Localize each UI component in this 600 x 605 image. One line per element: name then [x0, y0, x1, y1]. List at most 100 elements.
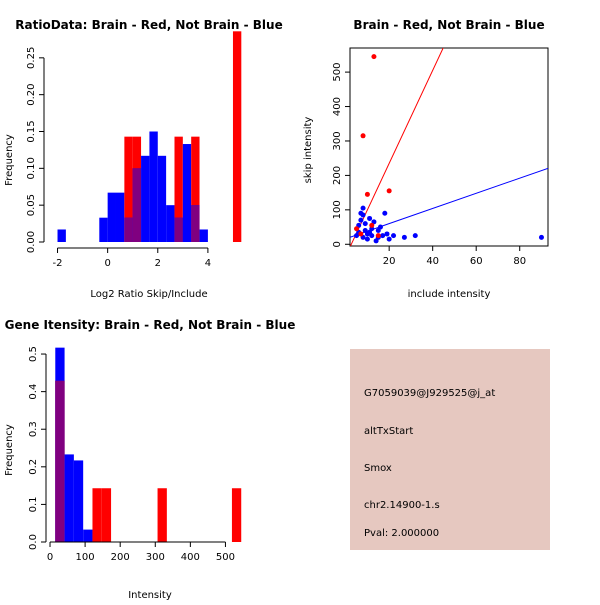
- scatter-clipped-group: [350, 48, 548, 246]
- intensity-x-tick-label: 0: [47, 552, 53, 563]
- gene-name-text: Smox: [364, 463, 392, 474]
- scatter-x-tick-label: 60: [470, 256, 483, 267]
- intensity-bar-brain: [231, 488, 242, 542]
- intensity-histogram-title: Gene Itensity: Brain - Red, Not Brain - …: [5, 318, 296, 332]
- scatter-point-brain: [354, 226, 360, 232]
- scatter-point-brain: [360, 133, 366, 139]
- scatter-point-not-brain: [377, 224, 383, 230]
- scatter-y-tick-label: 0: [332, 241, 343, 247]
- pval-text: Pval: 2.000000: [364, 528, 439, 539]
- scatter-xlabel: include intensity: [408, 289, 491, 300]
- ratio-x-tick-label: 4: [205, 258, 211, 269]
- ratio-bar-brain: [124, 136, 133, 242]
- intensity-y-tick-label: 0.3: [28, 421, 39, 437]
- intensity-histogram-bars: [55, 347, 242, 542]
- scatter-ylabel: skip intensity: [303, 117, 314, 184]
- intensity-bar-brain: [92, 488, 102, 542]
- ratio-bar-overlap: [174, 217, 183, 242]
- ratio-y-tick-label: 0.10: [26, 157, 37, 179]
- intensity-x-tick-label: 100: [76, 552, 95, 563]
- ratio-histogram-ylabel: Frequency: [4, 134, 15, 186]
- scatter-fit-line-brain: [350, 48, 444, 246]
- scatter-axes: 20 40 60 80 0 100 200 300 400 500: [332, 63, 526, 267]
- ratio-bar-not-brain: [107, 192, 116, 242]
- scatter-x-tick-label: 80: [513, 256, 526, 267]
- intensity-y-tick-label: 0.4: [28, 384, 39, 400]
- ratio-y-tick-label: 0.20: [26, 84, 37, 106]
- scatter-panel: Brain - Red, Not Brain - Blue 20 40 60 80 0 1…: [303, 18, 549, 300]
- ratio-bar-not-brain: [157, 155, 167, 242]
- scatter-y-tick-label: 100: [332, 200, 343, 219]
- intensity-histogram-axes: 0 100 200 300 400 500 0.0 0.1 0.2 0.3 0.4 0.5: [28, 346, 235, 563]
- scatter-point-not-brain: [384, 231, 390, 237]
- ratio-x-tick-label: -2: [53, 258, 63, 269]
- ratio-histogram-xlabel: Log2 Ratio Skip/Include: [90, 289, 207, 300]
- ratio-bar-brain: [174, 136, 183, 242]
- ratio-bar-overlap: [191, 205, 200, 242]
- intensity-x-tick-label: 500: [216, 552, 235, 563]
- ratio-x-tick-label: 0: [104, 258, 110, 269]
- ratio-x-tick-label: 2: [155, 258, 161, 269]
- scatter-title: Brain - Red, Not Brain - Blue: [353, 18, 544, 32]
- scatter-point-not-brain: [391, 233, 397, 239]
- ratio-bar-brain: [191, 136, 200, 242]
- scatter-point-brain: [386, 188, 392, 194]
- scatter-point-not-brain: [386, 236, 392, 242]
- scatter-point-not-brain: [360, 212, 366, 218]
- scatter-y-tick-label: 300: [332, 131, 343, 150]
- scatter-point-not-brain: [358, 217, 364, 223]
- ratio-bar-not-brain: [141, 155, 150, 242]
- intensity-y-tick-label: 0.0: [28, 534, 39, 550]
- ratio-y-tick-label: 0.05: [26, 194, 37, 216]
- intensity-histogram-panel: Gene Itensity: Brain - Red, Not Brain - …: [4, 318, 296, 601]
- scatter-point-not-brain: [380, 233, 386, 239]
- scatter-point-not-brain: [369, 233, 375, 239]
- scatter-fit-line-not-brain: [350, 167, 548, 238]
- intensity-bar-not-brain: [64, 454, 74, 542]
- ratio-histogram-panel: RatioData: Brain - Red, Not Brain - Blue…: [4, 18, 283, 300]
- location-text: chr2.14900-1.s: [364, 500, 440, 511]
- ratio-bar-not-brain: [99, 217, 108, 242]
- scatter-y-tick-label: 500: [332, 63, 343, 82]
- intensity-x-tick-label: 400: [181, 552, 200, 563]
- scatter-point-not-brain: [369, 226, 375, 232]
- info-box: [350, 349, 550, 550]
- scatter-point-brain: [369, 222, 375, 228]
- scatter-point-not-brain: [412, 233, 418, 239]
- ratio-bar-overlap: [124, 217, 133, 242]
- intensity-bar-overlap: [55, 380, 65, 542]
- intensity-y-tick-label: 0.5: [28, 346, 39, 362]
- intensity-histogram-ylabel: Frequency: [4, 424, 15, 476]
- scatter-point-not-brain: [538, 234, 544, 240]
- ratio-histogram-bars: [57, 31, 242, 242]
- event-type-text: altTxStart: [364, 426, 413, 437]
- scatter-point-not-brain: [360, 205, 366, 211]
- scatter-x-tick-label: 20: [383, 256, 396, 267]
- ratio-bar-not-brain: [199, 229, 208, 242]
- scatter-y-tick-label: 200: [332, 166, 343, 185]
- scatter-plot-area: [350, 48, 548, 246]
- intensity-y-tick-label: 0.1: [28, 496, 39, 512]
- scatter-point-brain: [364, 191, 370, 197]
- scatter-point-brain: [371, 54, 377, 60]
- ratio-bar-not-brain: [182, 144, 192, 242]
- ratio-bar-not-brain: [166, 205, 175, 242]
- ratio-histogram-title: RatioData: Brain - Red, Not Brain - Blue: [15, 18, 282, 32]
- intensity-histogram-xlabel: Intensity: [128, 590, 172, 600]
- intensity-bar-brain: [101, 488, 112, 542]
- ratio-bar-overlap: [132, 168, 142, 242]
- intensity-bar-brain: [157, 488, 167, 542]
- scatter-point-not-brain: [367, 215, 373, 221]
- ratio-bar-not-brain: [149, 131, 158, 242]
- intensity-x-tick-label: 200: [111, 552, 130, 563]
- scatter-y-tick-label: 400: [332, 97, 343, 116]
- scatter-point-brain: [375, 233, 381, 239]
- scatter-point-brain: [358, 231, 364, 237]
- ratio-bar-not-brain: [115, 192, 125, 242]
- probe-id-text: G7059039@J929525@j_at: [364, 388, 495, 399]
- scatter-point-not-brain: [364, 236, 370, 242]
- ratio-bar-brain: [232, 31, 242, 242]
- scatter-point-not-brain: [401, 234, 407, 240]
